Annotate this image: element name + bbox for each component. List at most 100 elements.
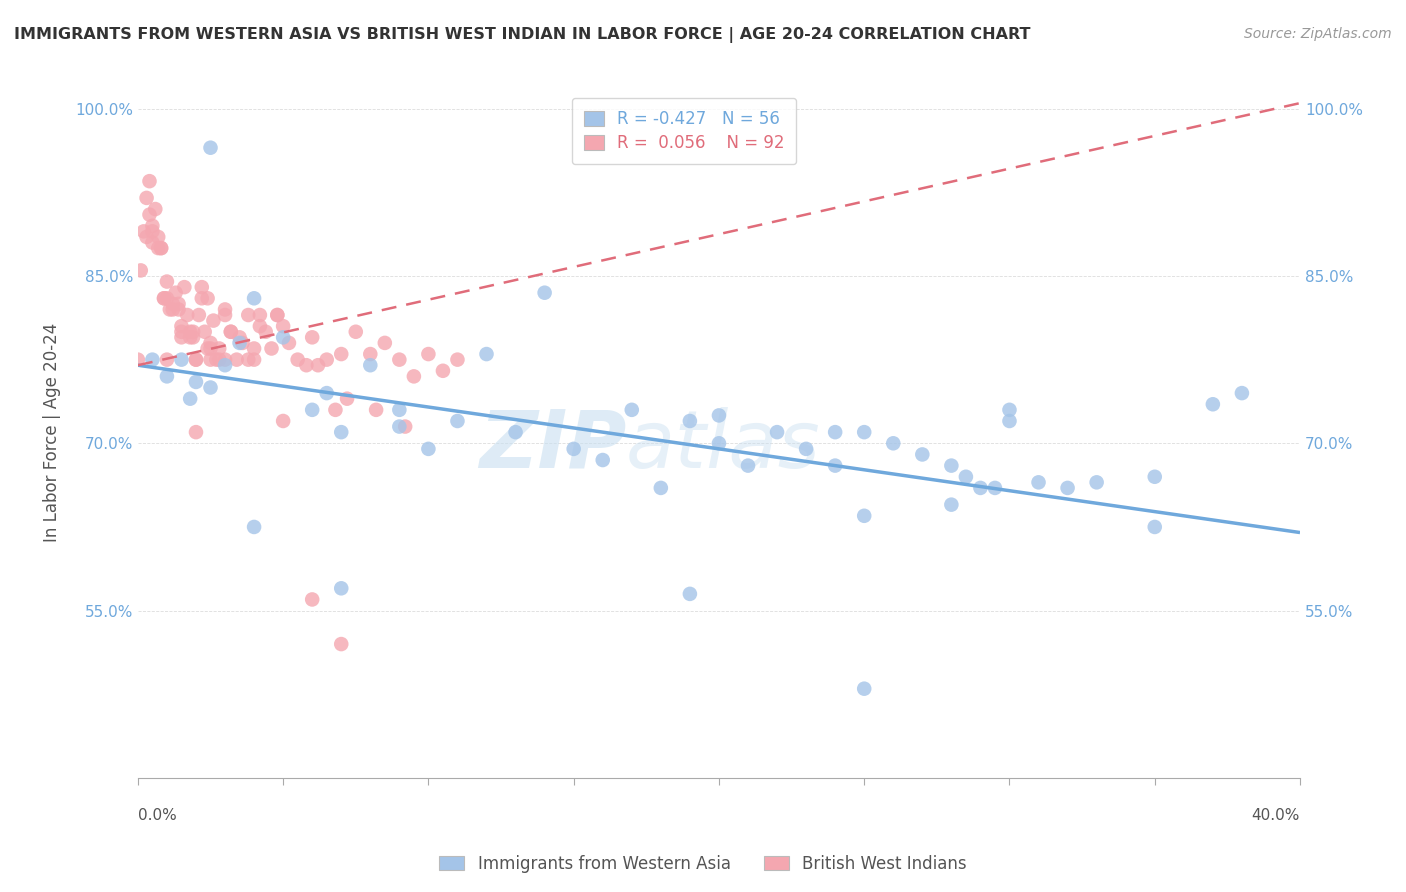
Point bbox=[165, 285, 187, 300]
Point bbox=[238, 352, 260, 367]
Point bbox=[179, 325, 201, 339]
Point bbox=[679, 414, 702, 428]
Point bbox=[153, 291, 176, 305]
Point bbox=[1028, 475, 1050, 490]
Point bbox=[200, 342, 222, 356]
Point bbox=[824, 425, 846, 439]
Point bbox=[1143, 520, 1166, 534]
Point bbox=[941, 498, 963, 512]
Point bbox=[208, 342, 231, 356]
Point bbox=[794, 442, 817, 456]
Text: ZIP: ZIP bbox=[478, 407, 626, 485]
Text: 40.0%: 40.0% bbox=[1251, 808, 1301, 823]
Point bbox=[330, 347, 353, 361]
Point bbox=[266, 308, 288, 322]
Point bbox=[394, 419, 416, 434]
Point bbox=[707, 436, 730, 450]
Point bbox=[200, 352, 222, 367]
Point bbox=[197, 342, 219, 356]
Point bbox=[707, 409, 730, 423]
Point bbox=[170, 352, 193, 367]
Point bbox=[766, 425, 789, 439]
Point bbox=[228, 330, 250, 344]
Point bbox=[446, 414, 468, 428]
Point bbox=[969, 481, 991, 495]
Point bbox=[194, 325, 217, 339]
Point bbox=[243, 352, 266, 367]
Point bbox=[132, 224, 155, 238]
Point bbox=[141, 219, 163, 233]
Point bbox=[325, 402, 347, 417]
Point bbox=[197, 291, 219, 305]
Text: Source: ZipAtlas.com: Source: ZipAtlas.com bbox=[1244, 27, 1392, 41]
Text: 0.0%: 0.0% bbox=[138, 808, 177, 823]
Point bbox=[200, 141, 222, 155]
Point bbox=[1230, 386, 1253, 401]
Point bbox=[127, 352, 149, 367]
Point bbox=[138, 174, 160, 188]
Point bbox=[562, 442, 585, 456]
Point bbox=[200, 380, 222, 394]
Point bbox=[228, 335, 250, 350]
Point bbox=[243, 520, 266, 534]
Point bbox=[402, 369, 425, 384]
Point bbox=[254, 325, 277, 339]
Point bbox=[156, 291, 179, 305]
Point bbox=[388, 402, 411, 417]
Point bbox=[219, 325, 242, 339]
Point bbox=[315, 386, 337, 401]
Point bbox=[143, 202, 166, 216]
Point bbox=[170, 319, 193, 334]
Point bbox=[366, 402, 388, 417]
Point bbox=[135, 191, 157, 205]
Point bbox=[301, 592, 323, 607]
Point bbox=[135, 230, 157, 244]
Point bbox=[882, 436, 904, 450]
Point bbox=[984, 481, 1007, 495]
Point bbox=[167, 302, 190, 317]
Point bbox=[159, 302, 181, 317]
Point bbox=[330, 582, 353, 596]
Point bbox=[150, 241, 173, 255]
Point bbox=[170, 325, 193, 339]
Point bbox=[176, 308, 198, 322]
Point bbox=[418, 442, 440, 456]
Point bbox=[260, 342, 283, 356]
Point bbox=[388, 419, 411, 434]
Point bbox=[148, 230, 170, 244]
Point bbox=[330, 637, 353, 651]
Point bbox=[737, 458, 759, 473]
Point bbox=[205, 352, 228, 367]
Point bbox=[156, 275, 179, 289]
Point bbox=[266, 308, 288, 322]
Point bbox=[173, 280, 195, 294]
Text: IMMIGRANTS FROM WESTERN ASIA VS BRITISH WEST INDIAN IN LABOR FORCE | AGE 20-24 C: IMMIGRANTS FROM WESTERN ASIA VS BRITISH … bbox=[14, 27, 1031, 43]
Point bbox=[853, 681, 876, 696]
Point bbox=[271, 319, 294, 334]
Point bbox=[271, 414, 294, 428]
Point bbox=[184, 375, 207, 389]
Point bbox=[432, 364, 454, 378]
Point bbox=[162, 302, 184, 317]
Point bbox=[179, 392, 201, 406]
Point bbox=[941, 458, 963, 473]
Point bbox=[295, 358, 318, 372]
Point bbox=[150, 241, 173, 255]
Point bbox=[330, 425, 353, 439]
Point bbox=[141, 352, 163, 367]
Point bbox=[475, 347, 498, 361]
Point bbox=[129, 263, 152, 277]
Point bbox=[170, 330, 193, 344]
Point bbox=[824, 458, 846, 473]
Point bbox=[141, 224, 163, 238]
Point bbox=[650, 481, 672, 495]
Point bbox=[271, 330, 294, 344]
Point bbox=[191, 291, 214, 305]
Point bbox=[148, 241, 170, 255]
Point bbox=[214, 302, 236, 317]
Point bbox=[853, 508, 876, 523]
Y-axis label: In Labor Force | Age 20-24: In Labor Force | Age 20-24 bbox=[44, 323, 60, 541]
Point bbox=[287, 352, 309, 367]
Point bbox=[243, 342, 266, 356]
Point bbox=[315, 352, 337, 367]
